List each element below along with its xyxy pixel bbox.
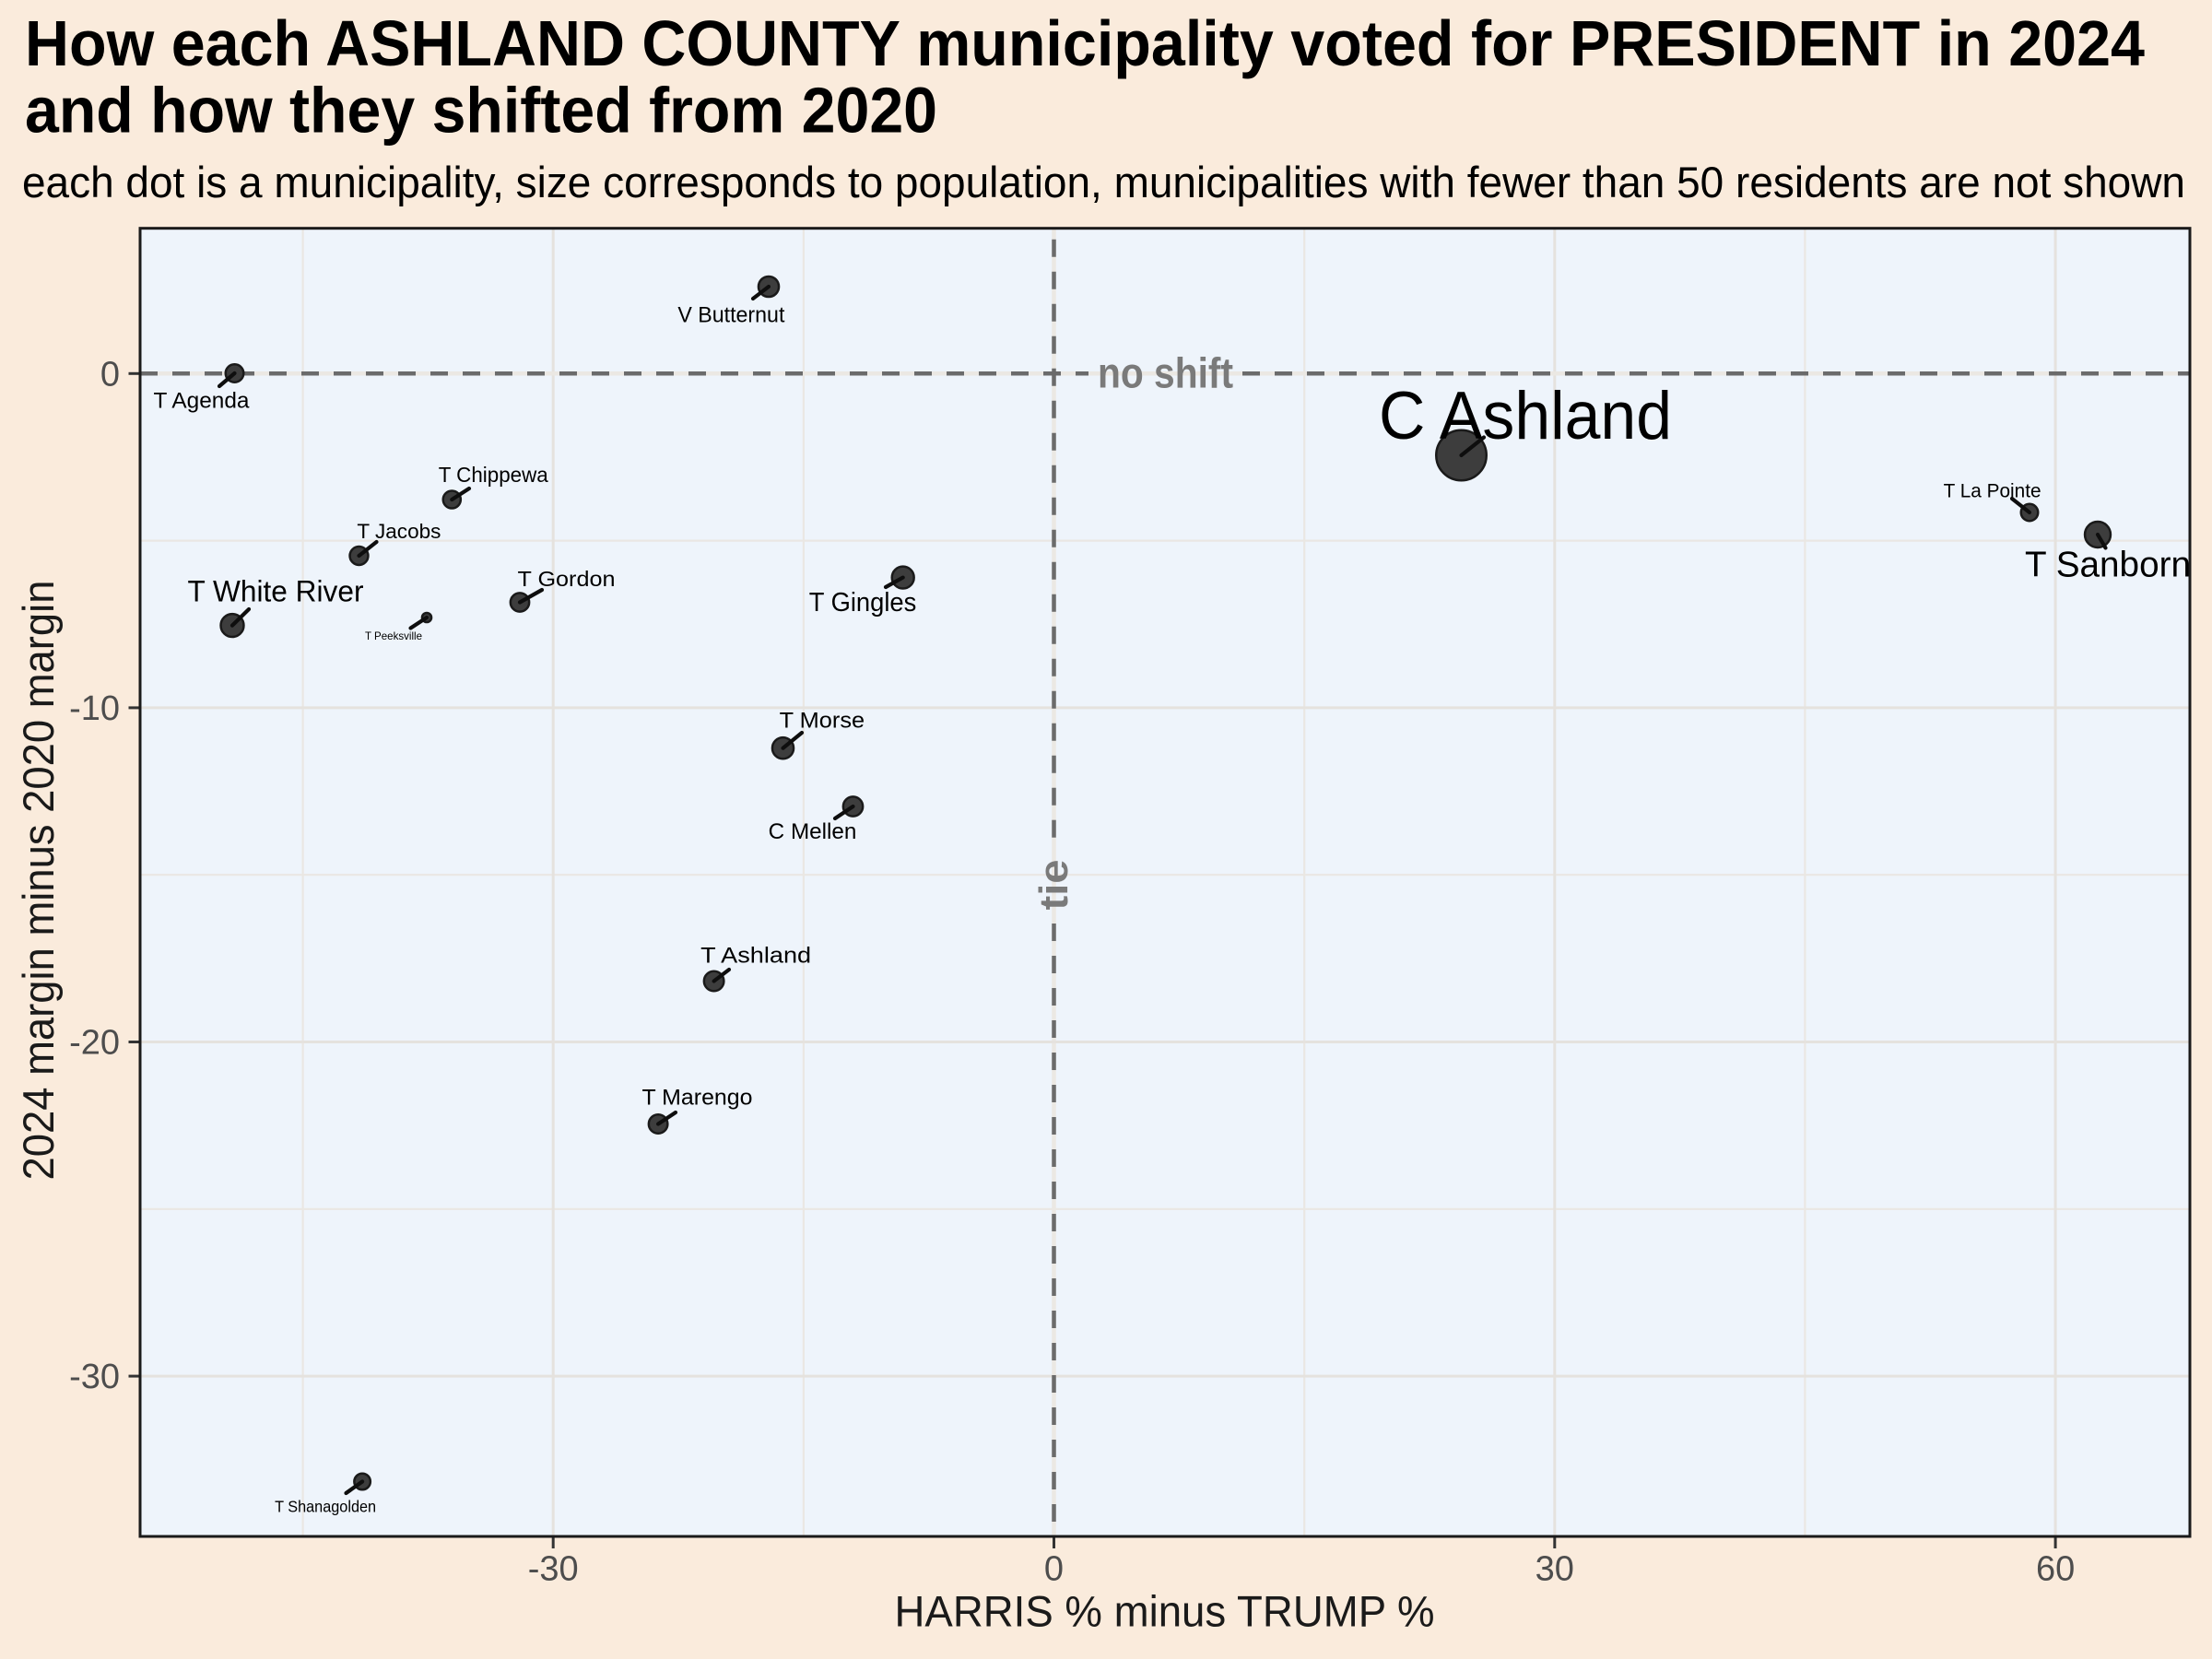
- svg-text:T Gingles: T Gingles: [809, 588, 917, 618]
- svg-text:C Ashland: C Ashland: [1379, 379, 1672, 453]
- svg-text:-10: -10: [69, 689, 120, 728]
- svg-text:T Sanborn: T Sanborn: [2025, 546, 2191, 585]
- svg-text:T Marengo: T Marengo: [642, 1086, 753, 1111]
- svg-text:-30: -30: [528, 1550, 579, 1589]
- svg-text:T Peeksville: T Peeksville: [365, 629, 422, 642]
- svg-text:T Ashland: T Ashland: [700, 943, 811, 968]
- svg-text:T Morse: T Morse: [780, 709, 865, 734]
- svg-text:no shift: no shift: [1098, 349, 1233, 397]
- svg-text:-30: -30: [69, 1358, 120, 1396]
- svg-text:T Jacobs: T Jacobs: [357, 520, 441, 543]
- svg-text:T La Pointe: T La Pointe: [1944, 480, 2041, 502]
- svg-text:each dot is a municipality, si: each dot is a municipality, size corresp…: [22, 158, 2185, 206]
- svg-text:T White River: T White River: [188, 575, 364, 608]
- svg-text:tie: tie: [1031, 860, 1077, 911]
- svg-text:T Chippewa: T Chippewa: [439, 463, 548, 487]
- svg-text:HARRIS % minus TRUMP %: HARRIS % minus TRUMP %: [895, 1587, 1435, 1636]
- svg-text:T Agenda: T Agenda: [154, 389, 251, 414]
- svg-text:T Gordon: T Gordon: [518, 567, 616, 591]
- svg-text:30: 30: [1535, 1550, 1574, 1589]
- svg-text:How each ASHLAND COUNTY munici: How each ASHLAND COUNTY municipality vot…: [25, 7, 2145, 79]
- svg-text:60: 60: [2036, 1550, 2075, 1589]
- svg-text:C Mellen: C Mellen: [769, 819, 857, 844]
- svg-text:0: 0: [1044, 1550, 1064, 1589]
- svg-text:2024 margin minus 2020 margin: 2024 margin minus 2020 margin: [14, 581, 63, 1181]
- svg-text:V Butternut: V Butternut: [677, 303, 784, 328]
- svg-text:T Shanagolden: T Shanagolden: [275, 1498, 376, 1516]
- svg-text:0: 0: [100, 355, 120, 394]
- svg-text:-20: -20: [69, 1024, 120, 1063]
- svg-text:and how they shifted from 2020: and how they shifted from 2020: [25, 75, 937, 147]
